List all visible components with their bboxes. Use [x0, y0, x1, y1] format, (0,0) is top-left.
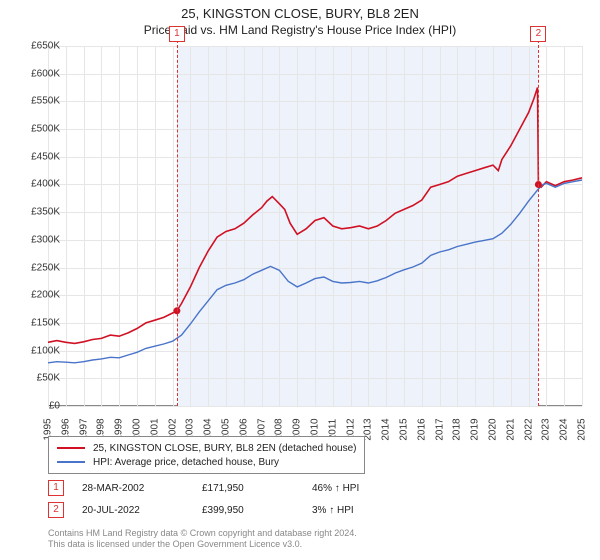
- x-tick-label: 2022: [523, 415, 534, 445]
- y-tick-label: £500K: [16, 124, 60, 135]
- x-tick-label: 2018: [452, 415, 463, 445]
- legend-swatch: [57, 461, 85, 463]
- footer: Contains HM Land Registry data © Crown c…: [48, 528, 357, 551]
- y-tick-label: £200K: [16, 290, 60, 301]
- y-tick-label: £300K: [16, 234, 60, 245]
- x-tick-label: 2025: [577, 415, 588, 445]
- sale-row: 1 28-MAR-2002 £171,950 46% ↑ HPI: [48, 480, 359, 496]
- y-tick-label: £50K: [16, 373, 60, 384]
- legend-label: HPI: Average price, detached house, Bury: [93, 457, 279, 468]
- legend: 25, KINGSTON CLOSE, BURY, BL8 2EN (detac…: [48, 436, 365, 474]
- sale-delta: 3% ↑ HPI: [312, 505, 354, 516]
- series-line: [48, 88, 582, 344]
- y-tick-label: £550K: [16, 96, 60, 107]
- y-tick-label: £0: [16, 401, 60, 412]
- sale-delta: 46% ↑ HPI: [312, 483, 359, 494]
- y-tick-label: £150K: [16, 317, 60, 328]
- legend-label: 25, KINGSTON CLOSE, BURY, BL8 2EN (detac…: [93, 443, 356, 454]
- sale-row: 2 20-JUL-2022 £399,950 3% ↑ HPI: [48, 502, 354, 518]
- y-tick-label: £350K: [16, 207, 60, 218]
- y-tick-label: £100K: [16, 345, 60, 356]
- sale-marker-box: 2: [48, 502, 64, 518]
- chart-title: 25, KINGSTON CLOSE, BURY, BL8 2EN: [0, 6, 600, 21]
- chart-area: 12: [48, 46, 582, 406]
- x-tick-label: 2016: [416, 415, 427, 445]
- x-tick-label: 2020: [488, 415, 499, 445]
- x-tick-label: 2023: [541, 415, 552, 445]
- sale-price: £171,950: [202, 483, 312, 494]
- y-tick-label: £650K: [16, 41, 60, 52]
- footer-line: Contains HM Land Registry data © Crown c…: [48, 528, 357, 539]
- y-tick-label: £250K: [16, 262, 60, 273]
- x-tick-label: 2014: [381, 415, 392, 445]
- sale-price: £399,950: [202, 505, 312, 516]
- legend-swatch: [57, 447, 85, 449]
- footer-line: This data is licensed under the Open Gov…: [48, 539, 357, 550]
- y-tick-label: £600K: [16, 68, 60, 79]
- marker-number-box: 2: [530, 26, 546, 42]
- sale-date: 20-JUL-2022: [82, 505, 202, 516]
- chart-subtitle: Price paid vs. HM Land Registry's House …: [0, 23, 600, 37]
- x-tick-label: 2019: [470, 415, 481, 445]
- title-block: 25, KINGSTON CLOSE, BURY, BL8 2EN Price …: [0, 0, 600, 37]
- sale-date: 28-MAR-2002: [82, 483, 202, 494]
- legend-item: HPI: Average price, detached house, Bury: [57, 455, 356, 469]
- marker-number-box: 1: [169, 26, 185, 42]
- y-tick-label: £400K: [16, 179, 60, 190]
- y-tick-label: £450K: [16, 151, 60, 162]
- line-series-svg: [48, 46, 582, 406]
- x-tick-label: 2024: [559, 415, 570, 445]
- chart-container: 25, KINGSTON CLOSE, BURY, BL8 2EN Price …: [0, 0, 600, 560]
- x-tick-label: 2021: [505, 415, 516, 445]
- series-line: [48, 180, 582, 363]
- x-tick-label: 2015: [399, 415, 410, 445]
- sale-marker-box: 1: [48, 480, 64, 496]
- x-tick-label: 2017: [434, 415, 445, 445]
- legend-item: 25, KINGSTON CLOSE, BURY, BL8 2EN (detac…: [57, 441, 356, 455]
